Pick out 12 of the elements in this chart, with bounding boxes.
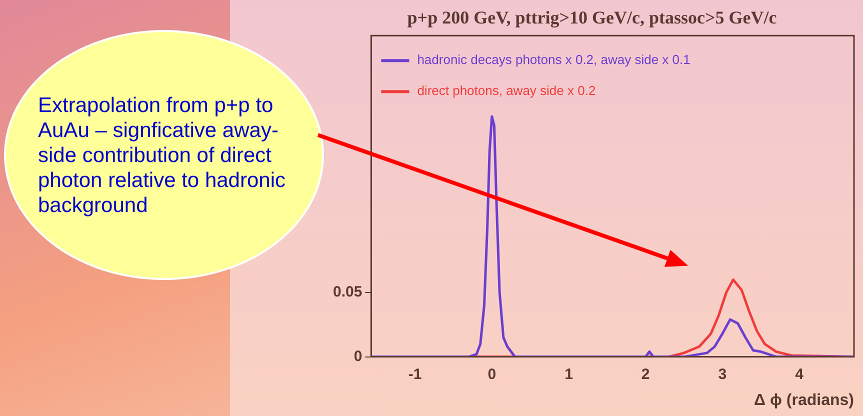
legend-label: hadronic decays photons x 0.2, away side x 0.1	[417, 52, 690, 68]
legend-label: direct photons, away side x 0.2	[417, 83, 596, 98]
x-axis-title: Δ ϕ (radians)	[754, 392, 854, 409]
chart-title: p+p 200 GeV, pttrig>10 GeV/c, ptassoc>5 GeV/c	[407, 7, 777, 28]
x-tick-label: 2	[641, 366, 650, 383]
x-tick-label: -1	[408, 366, 422, 383]
x-tick-label: 4	[795, 366, 804, 383]
x-tick-label: 0	[488, 366, 496, 383]
text: Extrapolation from p+p to AuAu – signficative away-side contribution of direct photon relative to hadronic background	[38, 92, 286, 218]
x-tick-label: 3	[718, 366, 727, 383]
x-tick-label: 1	[564, 366, 573, 383]
y-tick-label: 0.05	[332, 284, 362, 301]
